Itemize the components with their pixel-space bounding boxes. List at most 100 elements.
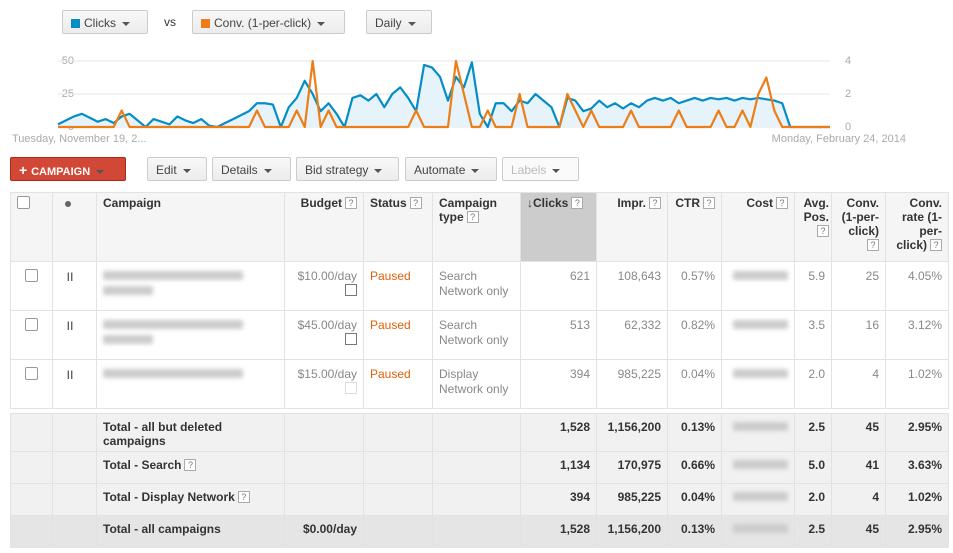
cell: Total - Search? bbox=[96, 451, 285, 484]
labels-button[interactable]: Labels bbox=[502, 157, 579, 181]
y2-tick-label: 4 bbox=[845, 55, 851, 67]
cell bbox=[432, 483, 521, 516]
bid-strategy-button[interactable]: Bid strategy bbox=[296, 157, 399, 181]
cell bbox=[721, 310, 795, 360]
cell: || bbox=[52, 310, 97, 360]
cell: || bbox=[52, 261, 97, 311]
cell: 4 bbox=[831, 359, 886, 409]
cell: 2.0 bbox=[794, 483, 832, 516]
label: Clicks bbox=[84, 16, 116, 30]
campaign-row: || $45.00/day Paused Search Network only 513… bbox=[10, 310, 949, 360]
automate-button[interactable]: Automate bbox=[405, 157, 497, 181]
cell: 0.13% bbox=[667, 515, 722, 548]
cell: 16 bbox=[831, 310, 886, 360]
blurred bbox=[733, 460, 788, 469]
cell bbox=[284, 413, 364, 452]
new-campaign-button[interactable]: + CAMPAIGN bbox=[10, 157, 126, 181]
cell: 2.5 bbox=[794, 413, 832, 452]
header-text: Status bbox=[370, 196, 407, 210]
cell: 394 bbox=[520, 483, 597, 516]
details-button[interactable]: Details bbox=[212, 157, 291, 181]
period-select[interactable]: Daily bbox=[366, 10, 432, 34]
checkbox[interactable] bbox=[25, 367, 38, 380]
total-label: Total - Search bbox=[103, 458, 182, 472]
cell bbox=[432, 515, 521, 548]
cell: 2.0 bbox=[794, 359, 832, 409]
metric1-select[interactable]: Clicks bbox=[62, 10, 148, 34]
cell: 1,156,200 bbox=[596, 413, 668, 452]
cell bbox=[432, 413, 521, 452]
checkbox[interactable] bbox=[17, 196, 30, 209]
header-text: Cost bbox=[746, 196, 773, 210]
header-text: CTR bbox=[675, 196, 700, 210]
y2-tick-label: 0 bbox=[845, 121, 851, 133]
edit-icon bbox=[291, 382, 357, 398]
cell bbox=[363, 413, 433, 452]
cell: Total - all but deleted campaigns bbox=[96, 413, 285, 452]
cell: Total - all campaigns bbox=[96, 515, 285, 548]
cell bbox=[10, 515, 53, 548]
cell: 41 bbox=[831, 451, 886, 484]
blurred bbox=[733, 422, 788, 431]
total-label: Total - Display Network bbox=[103, 490, 235, 504]
header[interactable]: Conv. (1-per-click)? bbox=[831, 192, 886, 262]
cell bbox=[96, 359, 285, 409]
header[interactable]: Conv. rate (1-per-click)? bbox=[885, 192, 949, 262]
header[interactable]: Status? bbox=[363, 192, 433, 262]
cell: Paused bbox=[363, 310, 433, 360]
cell: 0.04% bbox=[667, 359, 722, 409]
header[interactable]: Avg. Pos.? bbox=[794, 192, 832, 262]
cell: 108,643 bbox=[596, 261, 668, 311]
cell: Display Network only bbox=[432, 359, 521, 409]
header[interactable]: Impr.? bbox=[596, 192, 668, 262]
cell bbox=[363, 483, 433, 516]
budget[interactable]: $15.00/day bbox=[297, 367, 357, 381]
header-text: Budget bbox=[300, 196, 342, 210]
cell: $45.00/day bbox=[284, 310, 364, 360]
cell: 62,332 bbox=[596, 310, 668, 360]
label: Edit bbox=[156, 163, 177, 177]
cell: 0.13% bbox=[667, 413, 722, 452]
cell: $0.00/day bbox=[284, 515, 364, 548]
cell bbox=[52, 413, 97, 452]
cell: 170,975 bbox=[596, 451, 668, 484]
cell: 5.0 bbox=[794, 451, 832, 484]
header[interactable]: Campaign bbox=[96, 192, 285, 262]
cell bbox=[52, 515, 97, 548]
select-all bbox=[10, 192, 53, 262]
cell: 25 bbox=[831, 261, 886, 311]
metric2-select[interactable]: Conv. (1-per-click) bbox=[192, 10, 345, 34]
cell bbox=[96, 261, 285, 311]
cell bbox=[432, 451, 521, 484]
header[interactable]: ↓Clicks? bbox=[520, 192, 597, 262]
label: Conv. (1-per-click) bbox=[214, 16, 312, 30]
header[interactable]: Budget? bbox=[284, 192, 364, 262]
header-text: Avg. Pos. bbox=[803, 196, 829, 224]
cell bbox=[96, 310, 285, 360]
header[interactable]: Campaign type? bbox=[432, 192, 521, 262]
cell: 985,225 bbox=[596, 359, 668, 409]
total-row: Total - all but deleted campaigns 1,528 1,… bbox=[10, 413, 949, 452]
blurred bbox=[103, 369, 243, 378]
cell: $10.00/day bbox=[284, 261, 364, 311]
checkbox[interactable] bbox=[25, 269, 38, 282]
cell: Search Network only bbox=[432, 261, 521, 311]
cell: 1.02% bbox=[885, 359, 949, 409]
edit-button[interactable]: Edit bbox=[147, 157, 207, 181]
header[interactable]: CTR? bbox=[667, 192, 722, 262]
cell: Paused bbox=[363, 261, 433, 311]
blurred bbox=[103, 320, 243, 329]
cell: || bbox=[52, 359, 97, 409]
header[interactable]: Cost? bbox=[721, 192, 795, 262]
cell: $15.00/day bbox=[284, 359, 364, 409]
budget[interactable]: $10.00/day bbox=[297, 269, 357, 283]
checkbox[interactable] bbox=[25, 318, 38, 331]
cell bbox=[52, 483, 97, 516]
cell: 1,528 bbox=[520, 515, 597, 548]
cell: 0.82% bbox=[667, 310, 722, 360]
cell bbox=[363, 515, 433, 548]
cell: 4.05% bbox=[885, 261, 949, 311]
help: ? bbox=[184, 459, 197, 471]
cell: 513 bbox=[520, 310, 597, 360]
budget[interactable]: $45.00/day bbox=[297, 318, 357, 332]
